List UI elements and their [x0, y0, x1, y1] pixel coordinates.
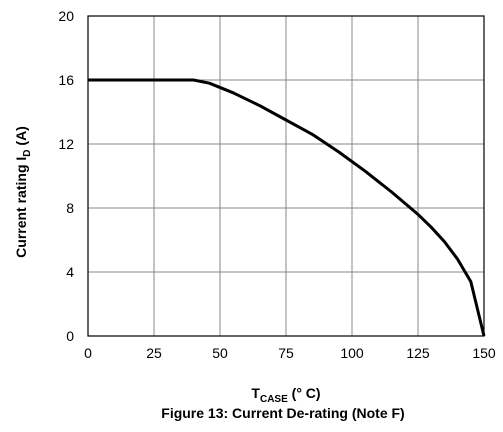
x-tick-label: 50	[212, 345, 228, 361]
x-tick-label: 125	[406, 345, 430, 361]
x-tick-label: 100	[340, 345, 364, 361]
y-tick-labels: 0 4 8 12 16 20	[58, 8, 74, 344]
x-axis-title: TCASE (° C)	[251, 385, 320, 405]
plot-frame	[87, 15, 485, 337]
series-layer	[88, 78, 486, 337]
x-axis-title-suffix: (° C)	[288, 385, 321, 401]
y-axis-title-suffix: (A)	[13, 126, 29, 149]
x-tick-label: 25	[146, 345, 162, 361]
x-axis-title-main: T	[251, 385, 260, 401]
x-tick-label: 150	[472, 345, 496, 361]
plot-border	[87, 15, 485, 337]
y-tick-label: 20	[58, 8, 74, 24]
figure-caption: Figure 13: Current De-rating (Note F)	[161, 405, 404, 421]
y-axis-title-main: Current rating I	[13, 157, 29, 258]
series-line-0	[88, 78, 486, 337]
grid-lines	[88, 16, 484, 336]
x-axis-title-subscript: CASE	[260, 394, 288, 405]
x-tick-label: 0	[84, 345, 92, 361]
y-tick-label: 12	[58, 136, 74, 152]
x-tick-labels: 0 25 50 75 100 125 150	[84, 345, 496, 361]
y-axis-title-subscript: D	[22, 149, 33, 156]
y-tick-label: 8	[66, 200, 74, 216]
y-tick-label: 4	[66, 264, 74, 280]
x-tick-label: 75	[278, 345, 294, 361]
y-axis-title: Current rating ID (A)	[13, 126, 33, 258]
y-tick-label: 16	[58, 72, 74, 88]
y-tick-label: 0	[66, 328, 74, 344]
